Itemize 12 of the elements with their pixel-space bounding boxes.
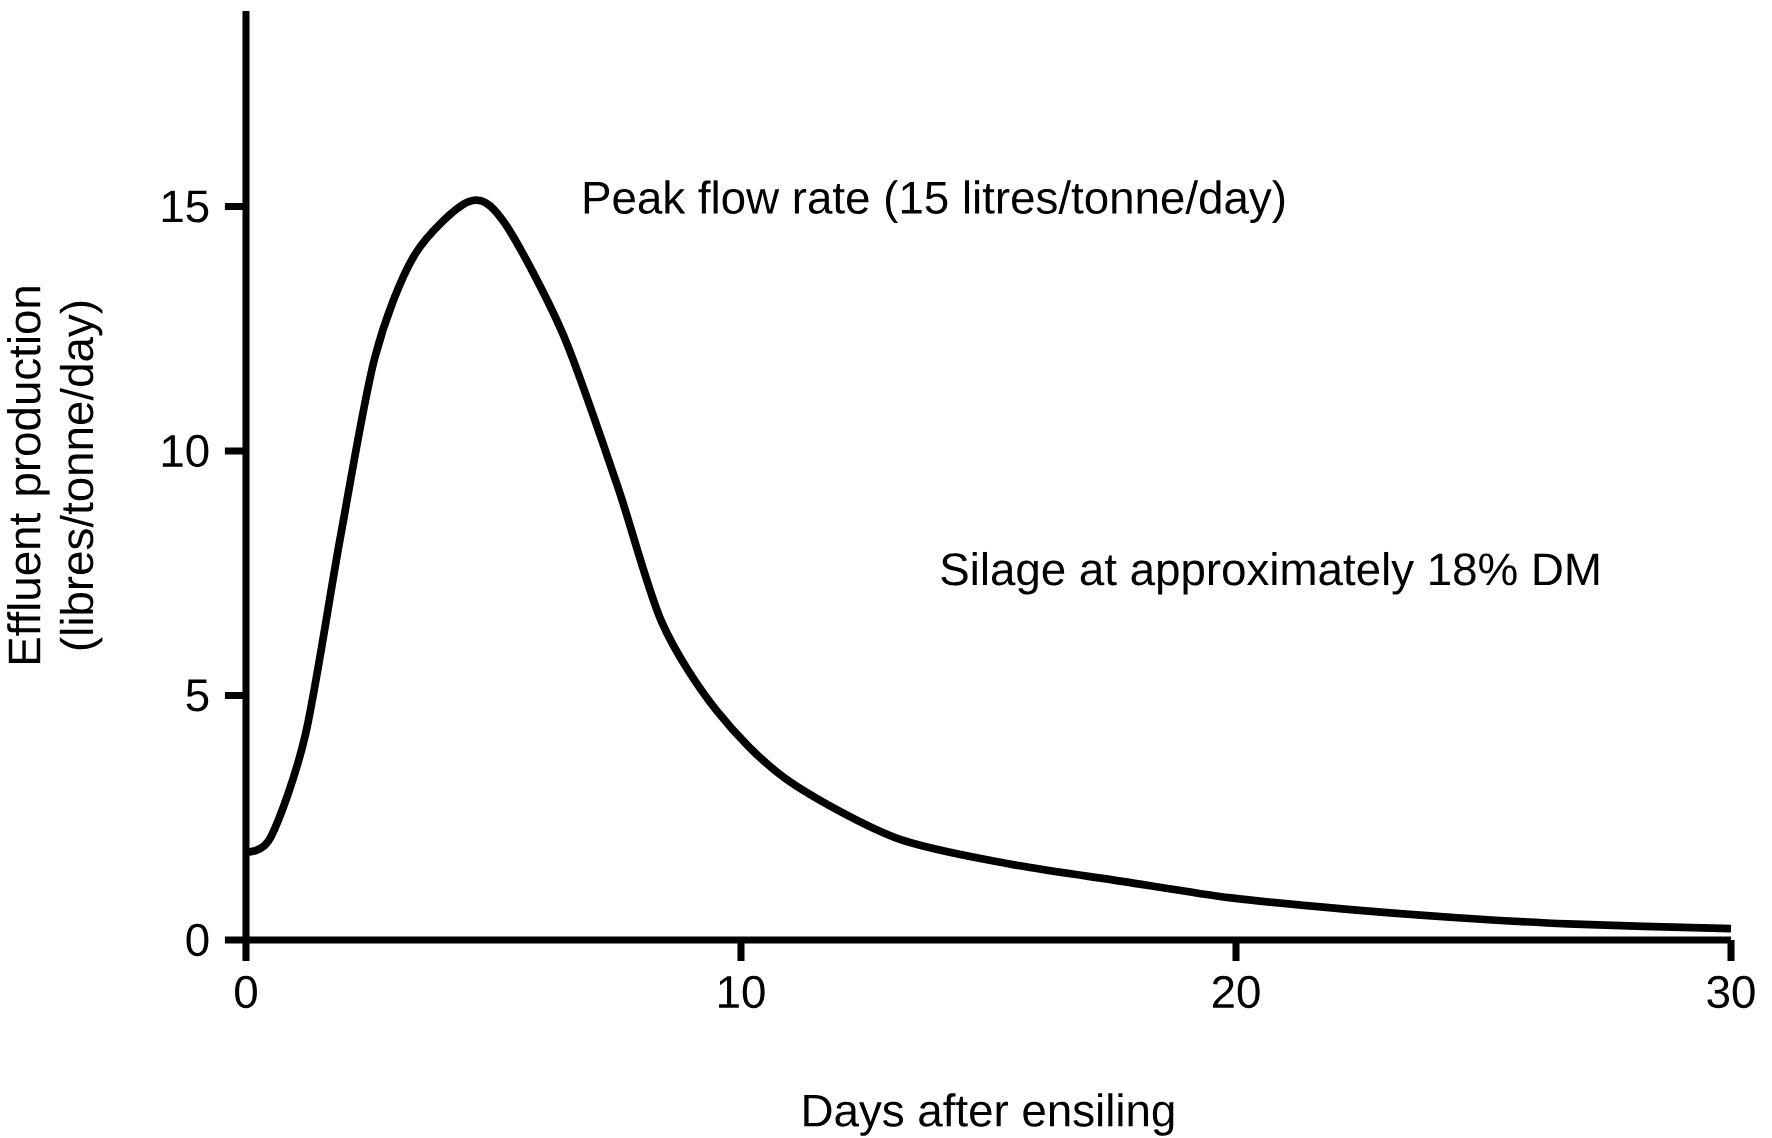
y-tick-label: 0 [186, 923, 209, 957]
x-axis-title: Days after ensiling [804, 1093, 1174, 1136]
x-tick-label: 0 [235, 975, 257, 1009]
y-tick-label: 10 [162, 434, 209, 468]
y-tick-label: 15 [162, 190, 209, 223]
x-tick-label: 20 [1212, 975, 1260, 1009]
annotation: Silage at approximately 18% DM [941, 551, 1599, 595]
annotation: Peak flow rate (15 litres/tonne/day) [584, 180, 1285, 223]
x-tick-label: 10 [719, 975, 765, 1009]
y-tick-label: 5 [186, 679, 209, 712]
x-tick-label: 30 [1707, 975, 1755, 1009]
y-axis-title: Effluent production (libres/tonne/day) [7, 287, 103, 664]
